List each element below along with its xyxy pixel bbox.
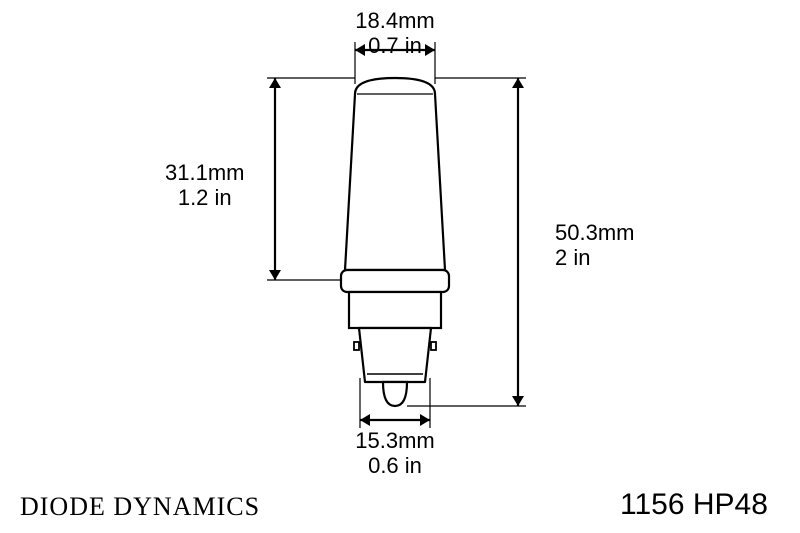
dim-top-width-label: 18.4mm 0.7 in [335, 8, 455, 59]
dim-total-height-mm: 50.3mm [555, 220, 634, 245]
dim-base-width-mm: 15.3mm [355, 428, 434, 453]
dim-top-width-mm: 18.4mm [355, 8, 434, 33]
dim-body-height-mm: 31.1mm [165, 160, 244, 185]
model-label: 1156 HP48 [620, 488, 768, 522]
diagram-container: { "brand": "DIODE DYNAMICS", "model": "1… [0, 0, 800, 533]
dim-body-height-label: 31.1mm 1.2 in [165, 160, 244, 211]
dim-base-width-in: 0.6 in [368, 453, 422, 478]
brand-label: DIODE DYNAMICS [20, 492, 260, 522]
dim-top-width-in: 0.7 in [368, 33, 422, 58]
dim-total-height-in: 2 in [555, 245, 590, 270]
dim-base-width-label: 15.3mm 0.6 in [335, 428, 455, 479]
dim-total-height-label: 50.3mm 2 in [555, 220, 634, 271]
dim-body-height-in: 1.2 in [178, 185, 232, 210]
